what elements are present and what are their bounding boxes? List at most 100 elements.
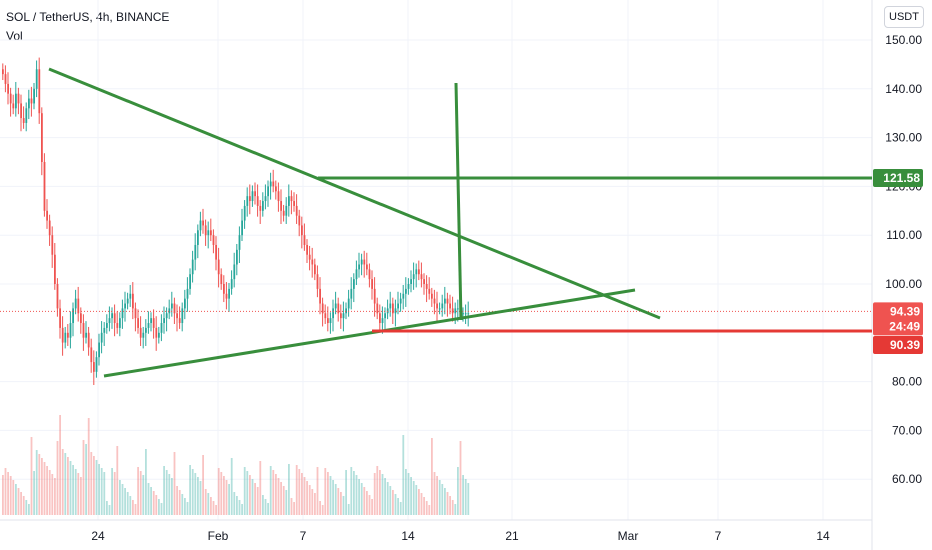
- volume-bar: [85, 444, 87, 515]
- candle-body: [17, 93, 20, 104]
- currency-button[interactable]: USDT: [884, 6, 924, 28]
- candle-body: [272, 181, 275, 187]
- volume-bar: [163, 466, 165, 515]
- candle-body: [423, 279, 425, 284]
- candle-body: [116, 323, 119, 328]
- price-tick-label: 100.00: [885, 277, 922, 291]
- candle-body: [111, 313, 113, 319]
- volume-bar: [277, 478, 280, 515]
- volume-bar: [197, 477, 199, 515]
- volume-bar: [428, 505, 431, 515]
- candle-body: [98, 342, 100, 358]
- volume-bar: [449, 496, 451, 515]
- volume-bar: [288, 464, 290, 515]
- volume-bar: [236, 496, 238, 515]
- candle-body: [285, 205, 288, 216]
- volume-bar: [282, 486, 285, 515]
- candle-body: [462, 313, 464, 315]
- candle-body: [384, 313, 386, 319]
- volume-bar: [327, 472, 329, 515]
- volume-bar: [207, 493, 210, 515]
- candle-body: [35, 69, 38, 89]
- candle-body: [254, 191, 256, 197]
- candle-body: [7, 83, 9, 94]
- volume-bar: [298, 469, 301, 515]
- volume-bar: [217, 468, 220, 515]
- volume-bar: [280, 482, 282, 515]
- volume-bar: [412, 481, 415, 515]
- time-tick-label: 7: [715, 529, 722, 543]
- volume-bar: [230, 458, 233, 515]
- volume-bar: [407, 473, 410, 515]
- candle-body: [197, 230, 199, 245]
- volume-bar: [38, 454, 41, 515]
- volume-bar: [103, 472, 106, 515]
- volume-bar: [418, 489, 420, 515]
- volume-bar: [368, 495, 371, 515]
- candle-body: [415, 269, 418, 275]
- candle-body: [251, 191, 254, 202]
- volume-bar: [363, 487, 366, 515]
- volume-bar: [212, 501, 215, 515]
- volume-bar: [46, 466, 48, 515]
- candle-body: [467, 313, 470, 315]
- last-price-tag-text: 94.39: [890, 304, 920, 318]
- volume-bar: [160, 503, 163, 515]
- candle-body: [342, 313, 345, 319]
- candle-body: [301, 225, 303, 236]
- volume-bar: [17, 488, 20, 515]
- vertical-marker-line: [454, 82, 463, 321]
- volume-bar: [358, 479, 360, 515]
- candle-body: [25, 108, 28, 123]
- volume-bar: [337, 488, 340, 515]
- volume-bar: [64, 453, 67, 515]
- price-tick-label: 70.00: [892, 423, 922, 437]
- volume-bar: [457, 467, 459, 515]
- candle-body: [340, 313, 342, 319]
- candle-body: [106, 323, 108, 328]
- volume-bar: [256, 487, 259, 515]
- candle-body: [181, 308, 184, 324]
- volume-bar: [394, 494, 397, 515]
- candle-body: [191, 259, 194, 275]
- volume-bar: [142, 475, 145, 515]
- candle-body: [74, 298, 77, 309]
- volume-bar: [51, 474, 54, 515]
- candle-body: [113, 313, 116, 324]
- time-tick-label: 14: [401, 529, 415, 543]
- volume-bar: [150, 487, 152, 515]
- candle-body: [397, 303, 399, 309]
- candle-body: [230, 279, 233, 289]
- volume-bar: [373, 473, 376, 515]
- candle-body: [381, 318, 384, 324]
- candle-body: [449, 303, 451, 309]
- volume-bar: [9, 476, 12, 515]
- volume-bar: [324, 468, 327, 515]
- volume-bar: [67, 457, 69, 515]
- candle-body: [178, 318, 181, 324]
- volume-bar: [402, 435, 405, 515]
- volume-bar: [246, 471, 249, 515]
- candle-body: [275, 186, 277, 192]
- candle-body: [306, 244, 308, 255]
- volume-bar: [35, 450, 38, 515]
- candle-body: [345, 308, 347, 314]
- time-tick-label: 14: [816, 529, 830, 543]
- volume-bar: [48, 470, 51, 515]
- volume-bar: [371, 499, 373, 515]
- candle-body: [147, 323, 150, 328]
- candle-body: [129, 293, 132, 299]
- candle-body: [87, 332, 90, 348]
- candle-body: [108, 318, 111, 324]
- volume-bar: [340, 492, 342, 515]
- volume-bar: [22, 496, 25, 515]
- support-price-tag-text: 90.39: [890, 338, 920, 352]
- candle-body: [30, 98, 33, 104]
- volume-bar: [147, 483, 150, 515]
- volume-bar: [77, 473, 80, 515]
- volume-bar: [30, 437, 33, 515]
- candle-body: [347, 298, 350, 309]
- volume-bar: [415, 485, 418, 515]
- resistance-price-tag-text: 121.58: [883, 171, 920, 185]
